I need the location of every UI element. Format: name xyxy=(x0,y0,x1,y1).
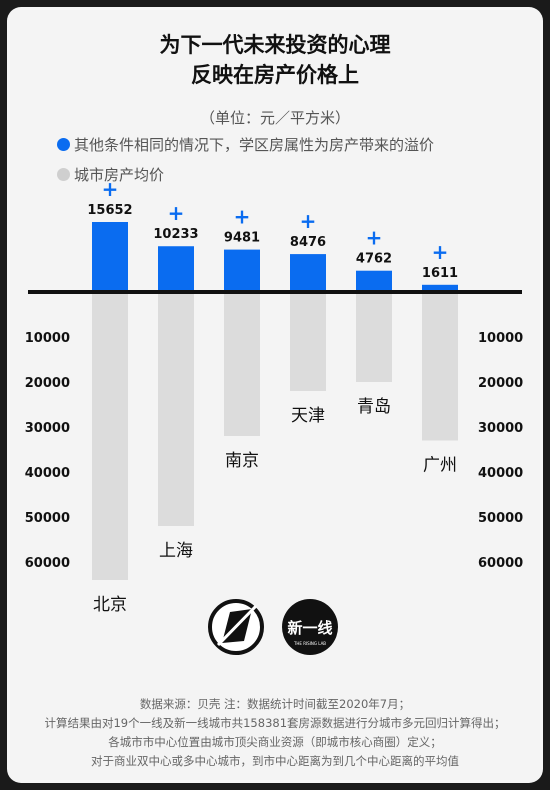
y-tick-label-right: 10000 xyxy=(478,331,523,346)
legend-item-premium: 其他条件相同的情况下，学区房属性为房产带来的溢价 xyxy=(57,135,434,155)
y-tick-label-left: 40000 xyxy=(25,466,70,481)
average-price-bar xyxy=(92,292,128,580)
y-tick-label-right: 30000 xyxy=(478,421,523,436)
premium-value-label: 10233 xyxy=(153,227,198,242)
premium-plus-icon: + xyxy=(300,209,317,233)
legend-item-average: 城市房产均价 xyxy=(57,165,164,185)
legend-swatch-average xyxy=(57,168,70,181)
city-label: 青岛 xyxy=(357,397,391,417)
average-price-bar xyxy=(158,292,194,526)
chart-title-line2: 反映在房产价格上 xyxy=(191,63,359,87)
city-label: 天津 xyxy=(291,406,325,426)
premium-plus-icon: + xyxy=(366,226,383,250)
premium-bar xyxy=(224,249,260,292)
premium-value-label: 9481 xyxy=(224,231,260,246)
legend-label-average: 城市房产均价 xyxy=(74,166,165,184)
y-tick-label-right: 20000 xyxy=(478,376,523,391)
magazine-logo-slash xyxy=(216,604,258,647)
average-price-bar xyxy=(290,292,326,391)
premium-plus-icon: + xyxy=(168,201,185,225)
premium-plus-icon: + xyxy=(432,240,449,264)
premium-bar xyxy=(356,270,392,292)
premium-bar xyxy=(158,246,194,292)
premium-plus-icon: + xyxy=(102,177,119,201)
unit-label: （单位：元／平方米） xyxy=(199,109,350,127)
legend-swatch-premium xyxy=(57,138,70,151)
rising-lab-logo-subtext: THE RISING LAB xyxy=(293,641,326,646)
y-tick-label-left: 20000 xyxy=(25,376,70,391)
y-tick-label-left: 50000 xyxy=(25,511,70,526)
city-label: 北京 xyxy=(93,595,127,615)
legend-label-premium: 其他条件相同的情况下，学区房属性为房产带来的溢价 xyxy=(74,136,435,154)
premium-bar xyxy=(422,284,458,292)
average-price-bar xyxy=(224,292,260,436)
city-label: 南京 xyxy=(225,451,259,471)
premium-bar xyxy=(290,254,326,292)
chart-title-line1: 为下一代未来投资的心理 xyxy=(159,33,391,57)
zero-axis-line xyxy=(28,290,522,294)
rising-lab-logo-icon xyxy=(282,599,338,655)
average-price-bar xyxy=(422,292,458,441)
y-tick-label-left: 30000 xyxy=(25,421,70,436)
average-price-bar xyxy=(356,292,392,382)
premium-value-label: 4762 xyxy=(356,252,392,267)
premium-value-label: 1611 xyxy=(422,266,458,281)
premium-plus-icon: + xyxy=(234,205,251,229)
rising-lab-logo-text: 新一线 xyxy=(287,619,332,637)
premium-value-label: 8476 xyxy=(290,235,326,250)
y-tick-label-left: 60000 xyxy=(25,556,70,571)
premium-value-label: 15652 xyxy=(87,203,132,218)
premium-bar xyxy=(92,222,128,292)
y-tick-label-left: 10000 xyxy=(25,331,70,346)
y-tick-label-right: 60000 xyxy=(478,556,523,571)
y-tick-label-right: 40000 xyxy=(478,466,523,481)
city-label: 广州 xyxy=(423,456,457,476)
city-label: 上海 xyxy=(159,541,193,561)
y-tick-label-right: 50000 xyxy=(478,511,523,526)
